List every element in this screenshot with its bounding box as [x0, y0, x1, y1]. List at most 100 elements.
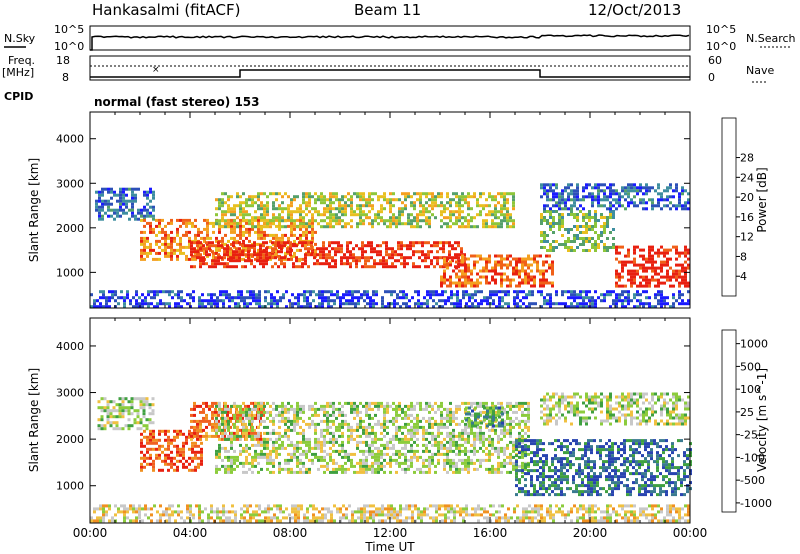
power-cell	[239, 227, 242, 231]
power-cell	[455, 260, 458, 264]
power-cell	[654, 293, 657, 297]
power-cell	[194, 257, 197, 261]
velocity-cell	[528, 516, 531, 520]
power-cell	[189, 296, 192, 300]
power-cell	[654, 296, 657, 300]
power-cell	[479, 257, 482, 261]
power-cell	[480, 302, 483, 306]
velocity-cell	[582, 507, 585, 511]
velocity-cell	[408, 504, 411, 508]
power-cell	[320, 195, 323, 199]
power-cell	[630, 275, 633, 279]
power-cell	[359, 195, 362, 199]
power-cell	[210, 302, 213, 306]
power-cell	[336, 293, 339, 297]
power-cell	[389, 201, 392, 205]
power-cell	[272, 219, 275, 223]
power-cell	[137, 187, 140, 191]
power-cell	[311, 233, 314, 237]
velocity-cell	[314, 422, 317, 426]
power-cell	[280, 250, 283, 254]
power-cell	[422, 210, 425, 214]
power-cell	[224, 222, 227, 226]
velocity-cell	[273, 513, 276, 517]
velocity-cell	[200, 462, 203, 466]
velocity-cell	[250, 401, 253, 405]
power-cell	[579, 296, 582, 300]
power-cell	[375, 293, 378, 297]
power-cell	[194, 251, 197, 255]
power-cell	[522, 296, 525, 300]
power-cell	[536, 254, 539, 258]
power-cell	[306, 305, 309, 309]
power-cell	[409, 256, 412, 260]
velocity-cell	[594, 510, 597, 514]
velocity-cell	[242, 413, 245, 417]
power-cell	[218, 245, 221, 249]
power-cell	[570, 293, 573, 297]
power-cell	[627, 260, 630, 264]
power-cell	[540, 219, 543, 222]
power-cell	[573, 192, 576, 196]
power-cell	[253, 250, 256, 254]
power-cell	[479, 281, 482, 285]
power-cell	[263, 216, 266, 220]
velocity-cell	[399, 519, 402, 523]
velocity-cell	[332, 443, 335, 447]
power-cell	[549, 299, 552, 303]
power-cell	[147, 290, 150, 294]
velocity-cell	[435, 519, 438, 523]
power-cell	[459, 299, 462, 303]
power-cell	[161, 230, 164, 234]
power-cell	[567, 249, 570, 252]
power-cell	[113, 193, 116, 197]
power-cell	[567, 240, 570, 243]
power-cell	[591, 186, 594, 190]
power-cell	[606, 195, 609, 199]
power-cell	[368, 195, 371, 199]
power-cell	[248, 222, 251, 226]
power-cell	[164, 251, 167, 255]
power-cell	[143, 214, 146, 218]
power-cell	[278, 207, 281, 211]
power-cell	[254, 225, 257, 229]
velocity-cell	[311, 419, 314, 423]
velocity-cell	[297, 510, 300, 514]
power-cell	[335, 207, 338, 211]
power-cell	[612, 192, 615, 196]
velocity-cell	[332, 458, 335, 462]
power-cell	[377, 195, 380, 199]
power-cell	[229, 247, 232, 251]
velocity-cell	[323, 443, 326, 447]
velocity-cell	[156, 519, 159, 523]
velocity-cell	[250, 410, 253, 414]
power-cell	[308, 195, 311, 199]
velocity-cell	[170, 459, 173, 463]
power-cell	[345, 290, 348, 294]
power-cell	[122, 190, 125, 194]
power-cell	[678, 296, 681, 300]
power-cell	[633, 189, 636, 193]
velocity-cell	[504, 513, 507, 517]
power-cell	[467, 219, 470, 223]
power-cell	[446, 266, 449, 270]
power-cell	[618, 251, 621, 255]
power-cell	[352, 247, 355, 251]
power-cell	[561, 290, 564, 294]
power-cell	[225, 296, 228, 300]
velocity-cell	[191, 468, 194, 472]
power-cell	[597, 237, 600, 240]
velocity-cell	[290, 452, 293, 456]
power-cell	[309, 305, 312, 309]
velocity-cell	[345, 507, 348, 511]
power-cell	[350, 219, 353, 223]
power-cell	[233, 230, 236, 234]
power-cell	[235, 250, 238, 254]
velocity-cell	[102, 513, 105, 517]
power-cell	[317, 195, 320, 199]
power-cell	[446, 192, 449, 196]
power-cell	[464, 263, 467, 267]
velocity-cell	[257, 452, 260, 456]
power-cell	[461, 272, 464, 276]
power-cell	[275, 207, 278, 211]
